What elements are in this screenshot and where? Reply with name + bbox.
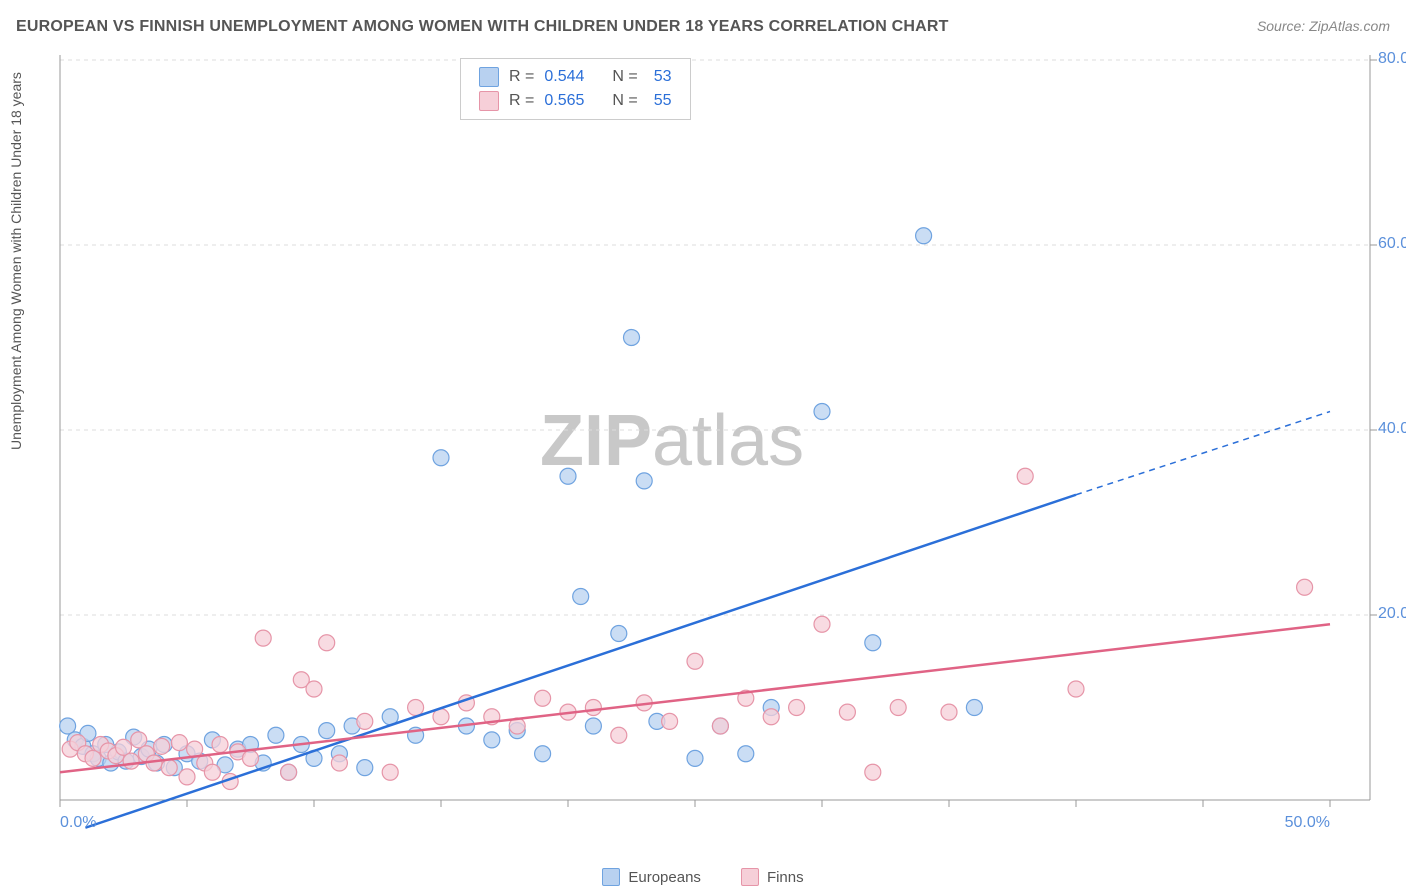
stat-r-value: 0.565 <box>544 92 584 110</box>
legend-item: Europeans <box>602 868 701 886</box>
legend-label: Finns <box>767 869 804 886</box>
legend-label: Europeans <box>628 869 701 886</box>
stat-r-label: R = <box>509 68 534 86</box>
stat-n-label: N = <box>612 68 637 86</box>
axis-tick-label: 0.0% <box>60 814 96 832</box>
plot-svg <box>50 50 1390 850</box>
stat-r-value: 0.544 <box>544 68 584 86</box>
axis-tick-label: 20.0% <box>1378 605 1406 623</box>
stats-row: R = 0.544 N = 53 <box>479 65 672 89</box>
y-axis-label: Unemployment Among Women with Children U… <box>8 72 24 450</box>
axis-tick-label: 80.0% <box>1378 50 1406 68</box>
legend-item: Finns <box>741 868 804 886</box>
stat-r-label: R = <box>509 92 534 110</box>
correlation-stats-box: R = 0.544 N = 53 R = 0.565 N = 55 <box>460 58 691 120</box>
scatter-chart <box>50 50 1390 850</box>
axis-tick-label: 50.0% <box>1285 814 1330 832</box>
title-bar: EUROPEAN VS FINNISH UNEMPLOYMENT AMONG W… <box>16 18 1390 36</box>
axis-tick-label: 40.0% <box>1378 420 1406 438</box>
stats-row: R = 0.565 N = 55 <box>479 89 672 113</box>
source-attribution: Source: ZipAtlas.com <box>1257 18 1390 34</box>
legend-swatch <box>602 868 620 886</box>
stat-n-value: 53 <box>654 68 672 86</box>
stat-n-label: N = <box>612 92 637 110</box>
axis-tick-label: 60.0% <box>1378 235 1406 253</box>
legend-swatch <box>741 868 759 886</box>
stat-n-value: 55 <box>654 92 672 110</box>
legend-swatch <box>479 91 499 111</box>
chart-title: EUROPEAN VS FINNISH UNEMPLOYMENT AMONG W… <box>16 18 949 36</box>
legend-swatch <box>479 67 499 87</box>
legend-bottom: Europeans Finns <box>0 868 1406 886</box>
